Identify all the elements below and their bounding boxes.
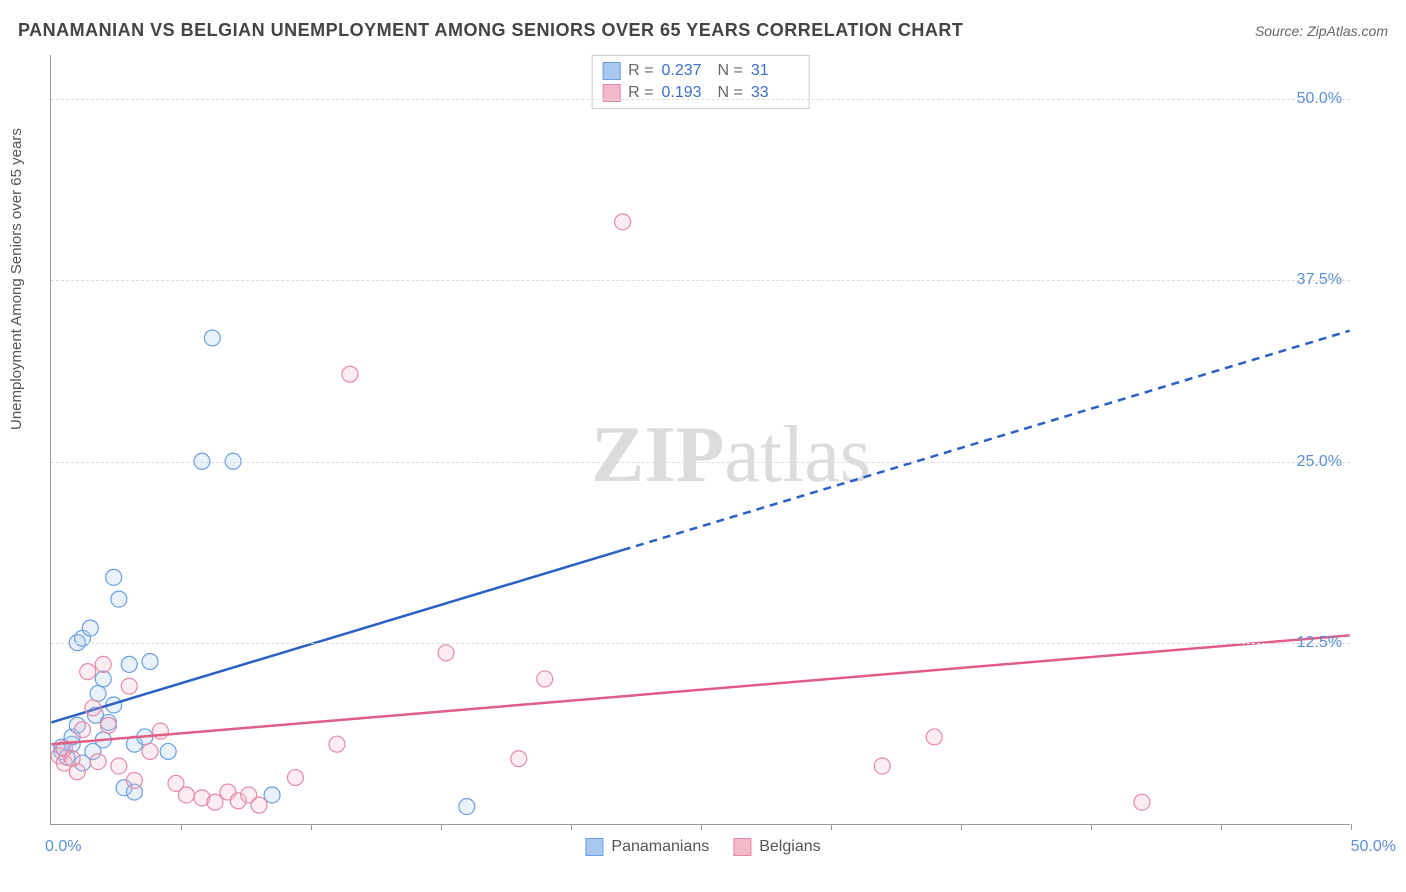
x-tick: [181, 824, 182, 830]
x-tick: [311, 824, 312, 830]
chart-title: PANAMANIAN VS BELGIAN UNEMPLOYMENT AMONG…: [18, 20, 963, 41]
x-axis-max-label: 50.0%: [1351, 838, 1396, 856]
x-tick: [571, 824, 572, 830]
correlation-stats-box: R = 0.237 N = 31 R = 0.193 N = 33: [591, 55, 810, 109]
x-tick: [1091, 824, 1092, 830]
swatch-panamanians: [602, 62, 620, 80]
gridline: [51, 643, 1350, 644]
legend-label-belgians: Belgians: [759, 838, 820, 856]
y-tick-label: 37.5%: [1297, 271, 1342, 289]
stats-row-panamanians: R = 0.237 N = 31: [602, 60, 799, 82]
source-prefix: Source:: [1255, 23, 1307, 39]
y-tick-label: 50.0%: [1297, 90, 1342, 108]
y-tick-label: 12.5%: [1297, 634, 1342, 652]
n-value-panamanians: 31: [751, 62, 799, 80]
gridline: [51, 462, 1350, 463]
x-tick: [441, 824, 442, 830]
source-label: Source: ZipAtlas.com: [1255, 23, 1388, 41]
y-axis-label: Unemployment Among Seniors over 65 years: [8, 128, 25, 430]
x-axis-min-label: 0.0%: [45, 838, 81, 856]
gridline: [51, 99, 1350, 100]
x-tick: [701, 824, 702, 830]
stats-row-belgians: R = 0.193 N = 33: [602, 82, 799, 104]
x-tick: [1351, 824, 1352, 830]
x-tick: [831, 824, 832, 830]
x-tick: [961, 824, 962, 830]
source-name: ZipAtlas.com: [1307, 23, 1388, 39]
n-label: N =: [718, 62, 743, 80]
legend-label-panamanians: Panamanians: [611, 838, 709, 856]
legend-swatch-belgians: [733, 838, 751, 856]
gridline: [51, 280, 1350, 281]
x-tick: [1221, 824, 1222, 830]
y-tick-label: 25.0%: [1297, 453, 1342, 471]
legend-swatch-panamanians: [585, 838, 603, 856]
legend-item-belgians: Belgians: [733, 838, 820, 856]
chart-svg: [51, 55, 1350, 824]
legend-item-panamanians: Panamanians: [585, 838, 709, 856]
chart-plot-area: ZIPatlas R = 0.237 N = 31 R = 0.193 N = …: [50, 55, 1350, 825]
r-value-panamanians: 0.237: [662, 62, 710, 80]
r-label: R =: [628, 62, 653, 80]
series-legend: Panamanians Belgians: [585, 838, 820, 856]
